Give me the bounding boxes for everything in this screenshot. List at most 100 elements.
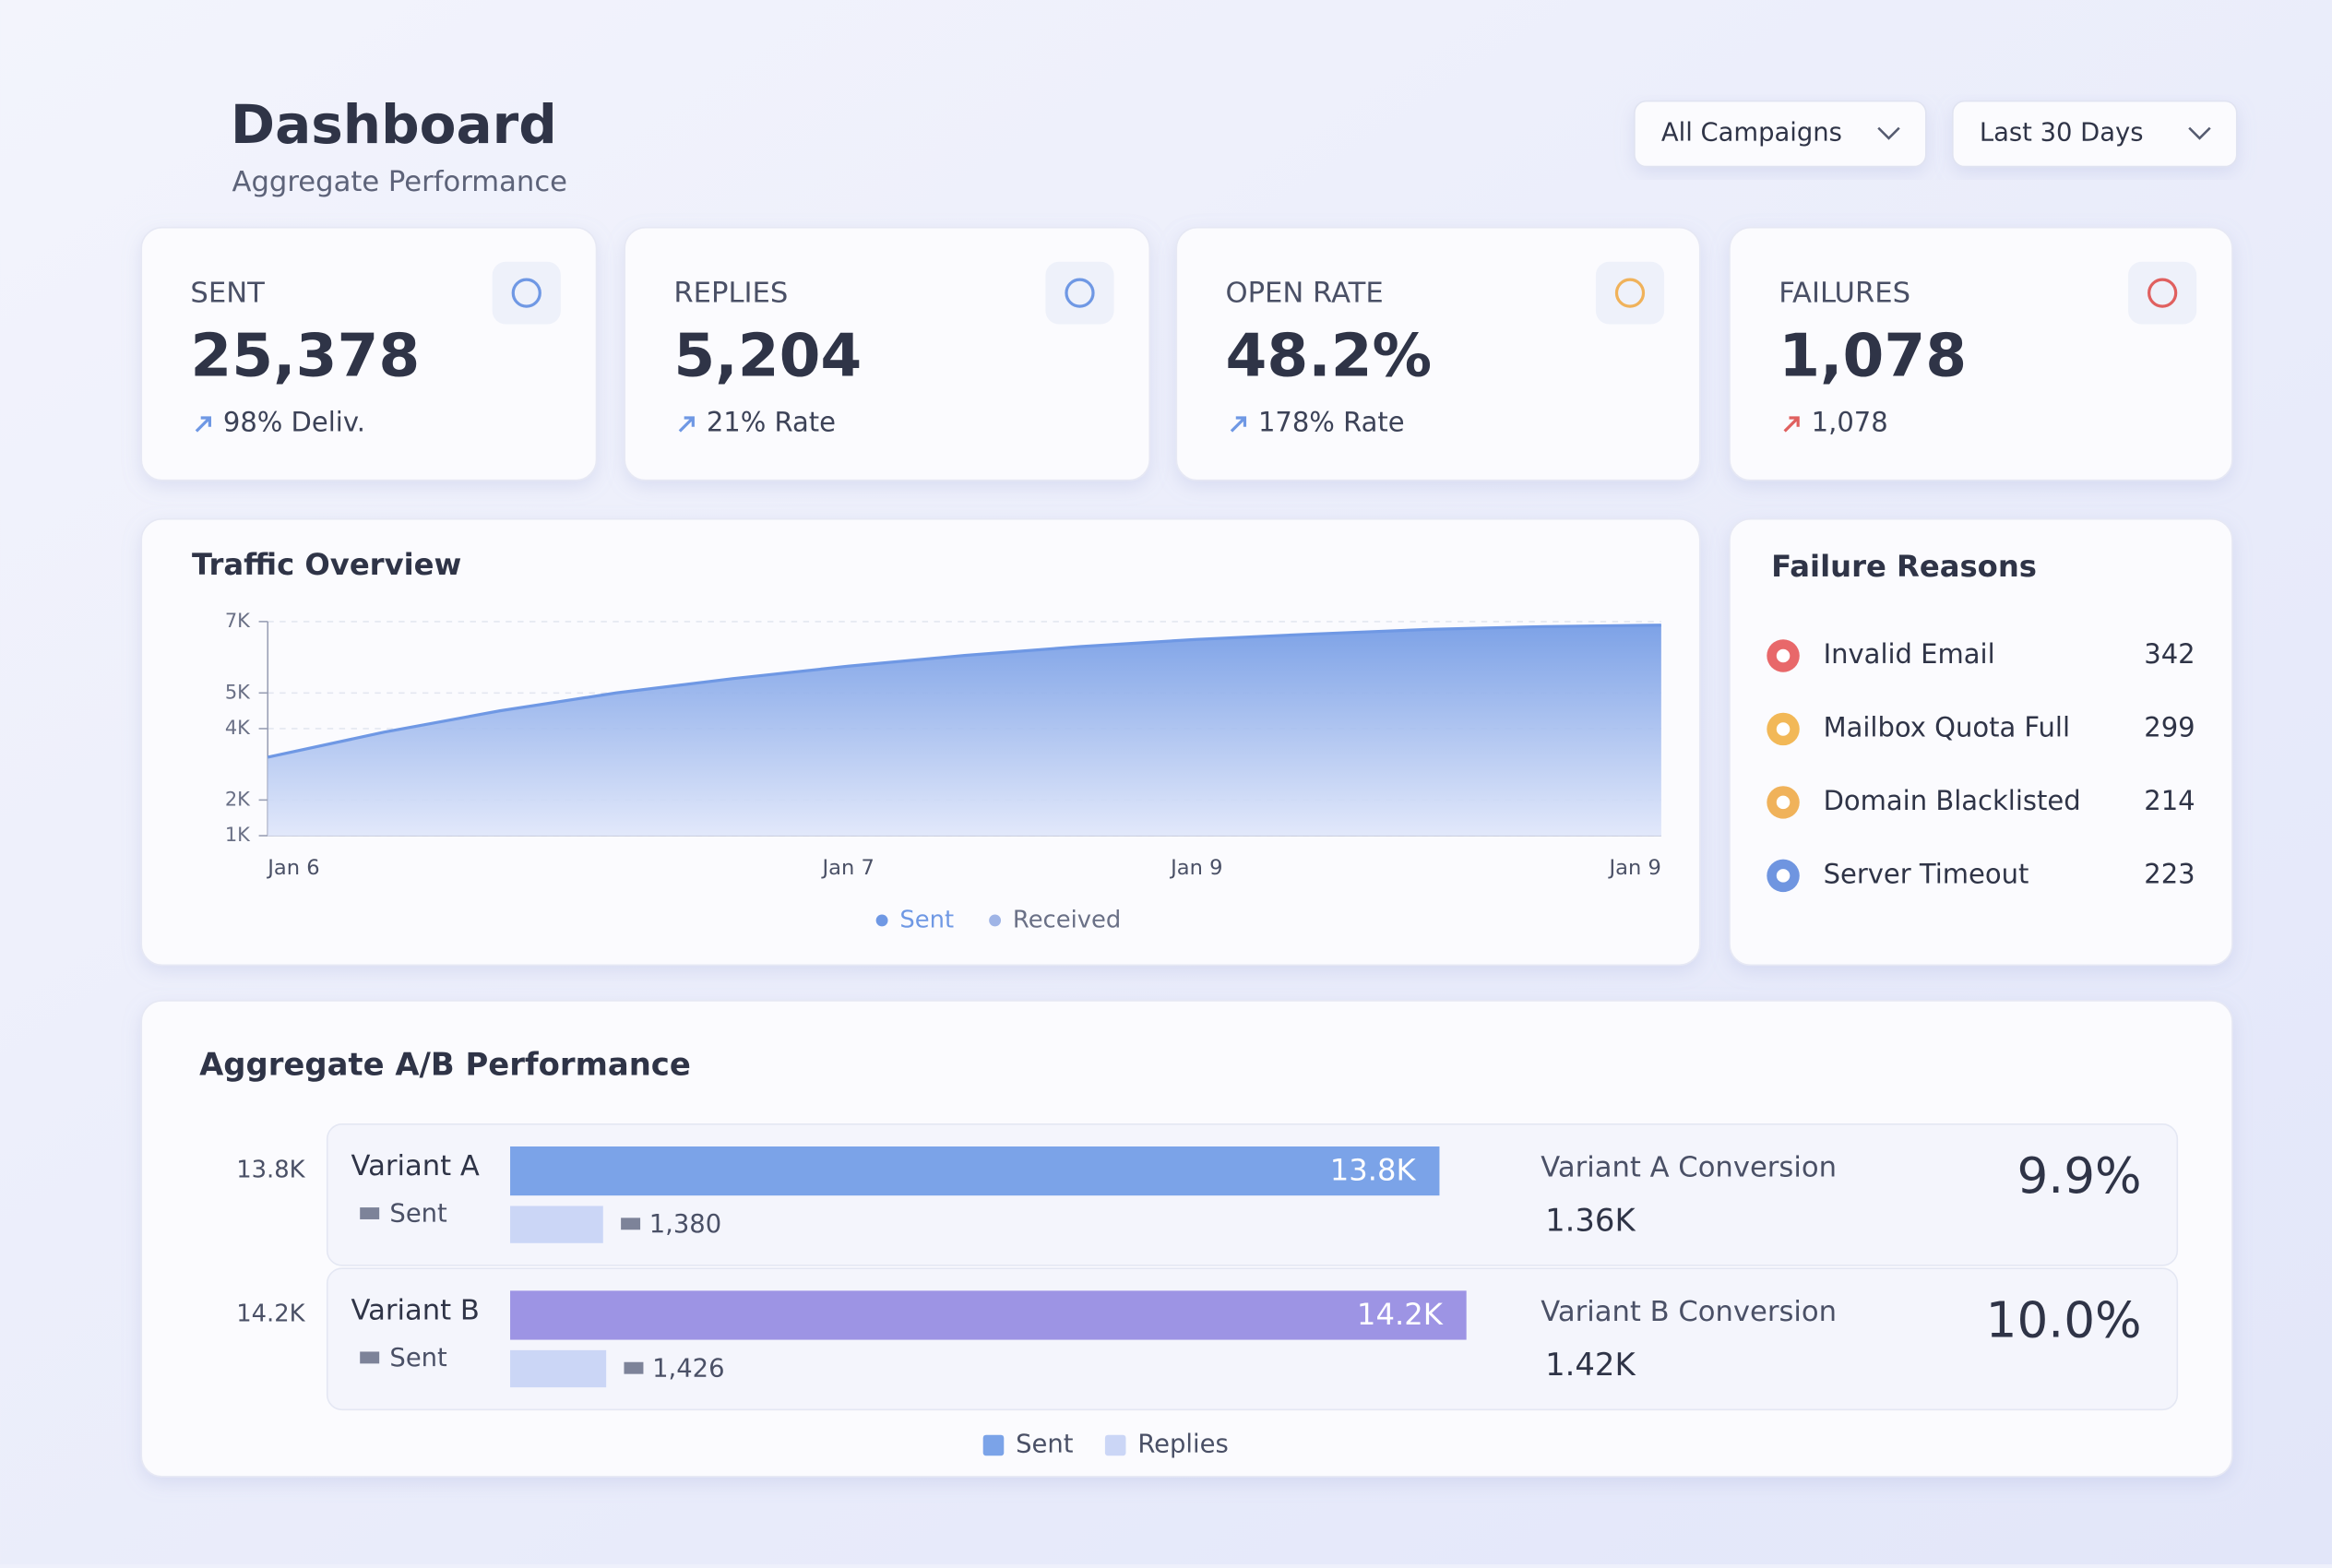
trend-icon (195, 416, 211, 433)
kpi-label: SENT (190, 278, 265, 310)
reason-icon-inner (1776, 648, 1791, 663)
reason-label: Server Timeout (1824, 858, 2029, 889)
kpi-card (1729, 226, 2233, 481)
reason-icon-inner (1776, 722, 1791, 736)
kpi-icon (1614, 278, 1646, 308)
kpi-icon-bg (1595, 261, 1665, 325)
chevron (1877, 126, 1900, 140)
trend-icon (1230, 416, 1247, 433)
kpi-icon (2148, 278, 2178, 308)
legend-marker (989, 914, 1002, 927)
page-subtitle: Aggregate Performance (232, 166, 567, 198)
dropdown[interactable] (1952, 100, 2238, 168)
variant-series-name: Sent (389, 1344, 447, 1372)
reply-bar (510, 1349, 607, 1388)
kpi-card (624, 226, 1151, 481)
kpi-note: 21% Rate (707, 406, 836, 437)
reason-label: Domain Blacklisted (1824, 785, 2081, 816)
trend-icon (678, 416, 695, 433)
sent-bar-label: 14.2K (1357, 1297, 1444, 1332)
legend-swatch (982, 1434, 1005, 1456)
page-title: Dashboard (231, 93, 557, 156)
chart-title: Traffic Overview (192, 547, 461, 582)
reason-value: 342 (2144, 638, 2195, 670)
sent-bar-label: 13.8K (1330, 1152, 1417, 1187)
area-line (267, 624, 1661, 759)
kpi-cards: SENT 25,378 98% Deliv. REPLIES 5,204 21% Rate… (140, 226, 2233, 481)
variant-name: Variant A (351, 1150, 480, 1182)
legend-label: Replies (1137, 1431, 1228, 1459)
kpi-value: 1,078 (1779, 322, 1967, 391)
kpi-label: FAILURES (1779, 278, 1910, 310)
reason-icon-inner (1776, 869, 1791, 883)
kpi-icon-bg (1045, 261, 1114, 325)
failure-card (1729, 517, 2233, 967)
dropdown[interactable] (1634, 100, 1927, 168)
chevron (2188, 126, 2211, 140)
conversion-rate: 9.9% (2017, 1147, 2141, 1205)
kpi-icon (511, 278, 541, 308)
x-tick-label: Jan 6 (266, 856, 319, 880)
sent-icon (360, 1351, 380, 1364)
reply-icon (624, 1361, 644, 1374)
legend-label: Received (1013, 906, 1121, 933)
failure-list: Invalid Email 342 Mailbox Quota Full 299 Dom… (1767, 638, 2195, 893)
variant-series-name: Sent (389, 1200, 447, 1229)
ab-chart: 13.8K Variant A Sent 13.8K 1,380 Variant A Co… (236, 1123, 2179, 1459)
y-tick-label: 5K (225, 681, 251, 703)
kpi-value: 5,204 (673, 322, 862, 391)
kpi-card (1175, 226, 1701, 481)
dropdown-label: Last 30 Days (1980, 119, 2144, 148)
reason-label: Invalid Email (1824, 638, 1995, 670)
reply-bar (510, 1206, 603, 1243)
trend-icon (1783, 416, 1800, 433)
y-tick-label: 1K (225, 824, 251, 846)
kpi-note: 178% Rate (1258, 406, 1405, 437)
reply-bar-label: 1,380 (649, 1210, 721, 1239)
kpi-card (140, 226, 598, 481)
reason-icon-inner (1776, 795, 1791, 810)
x-tick-label: Jan 9 (1608, 856, 1661, 880)
kpi-icon-bg (492, 261, 561, 325)
variant-name: Variant B (351, 1294, 480, 1326)
row-value-label: 14.2K (236, 1301, 305, 1328)
sent-bar (510, 1290, 1467, 1340)
legend-label: Sent (899, 906, 954, 933)
kpi-note: 1,078 (1812, 406, 1888, 437)
x-tick-label: Jan 7 (821, 856, 874, 880)
x-tick-label: Jan 9 (1169, 856, 1222, 880)
kpi-note: 98% Deliv. (223, 406, 365, 437)
reason-value: 214 (2144, 785, 2195, 816)
reply-icon (621, 1218, 641, 1230)
failure-title: Failure Reasons (1771, 549, 2037, 584)
row-value-label: 13.8K (236, 1156, 305, 1183)
reason-value: 223 (2144, 858, 2195, 889)
kpi-label: REPLIES (673, 278, 788, 310)
conversion-label: Variant B Conversion (1541, 1296, 1837, 1328)
reason-label: Mailbox Quota Full (1824, 711, 2070, 742)
kpi-icon-bg (2128, 261, 2197, 325)
y-tick-label: 2K (225, 788, 251, 810)
sent-bar (510, 1146, 1440, 1196)
legend-label: Sent (1016, 1431, 1074, 1459)
conversion-rate: 10.0% (1986, 1291, 2142, 1348)
conversion-value: 1.42K (1545, 1347, 1636, 1383)
conversion-label: Variant A Conversion (1541, 1152, 1837, 1184)
dropdown-label: All Campaigns (1661, 119, 1842, 148)
sent-icon (360, 1207, 380, 1219)
legend-marker (875, 914, 888, 927)
kpi-value: 25,378 (190, 322, 420, 391)
y-tick-label: 4K (225, 717, 251, 739)
ab-title: Aggregate A/B Performance (199, 1046, 691, 1082)
area-fill (268, 624, 1661, 837)
reason-value: 299 (2144, 711, 2195, 742)
kpi-value: 48.2% (1225, 322, 1432, 391)
traffic-chart: 1K 2K 4K 5K 7K Jan 6 Jan 7 Jan 9 Jan 9 Sent Receiv… (225, 610, 1661, 933)
filters: All Campaigns Last 30 Days (1634, 100, 2238, 168)
conversion-value: 1.36K (1545, 1203, 1636, 1239)
legend-swatch (1104, 1434, 1126, 1456)
kpi-label: OPEN RATE (1225, 278, 1383, 310)
y-tick-label: 7K (225, 610, 251, 632)
